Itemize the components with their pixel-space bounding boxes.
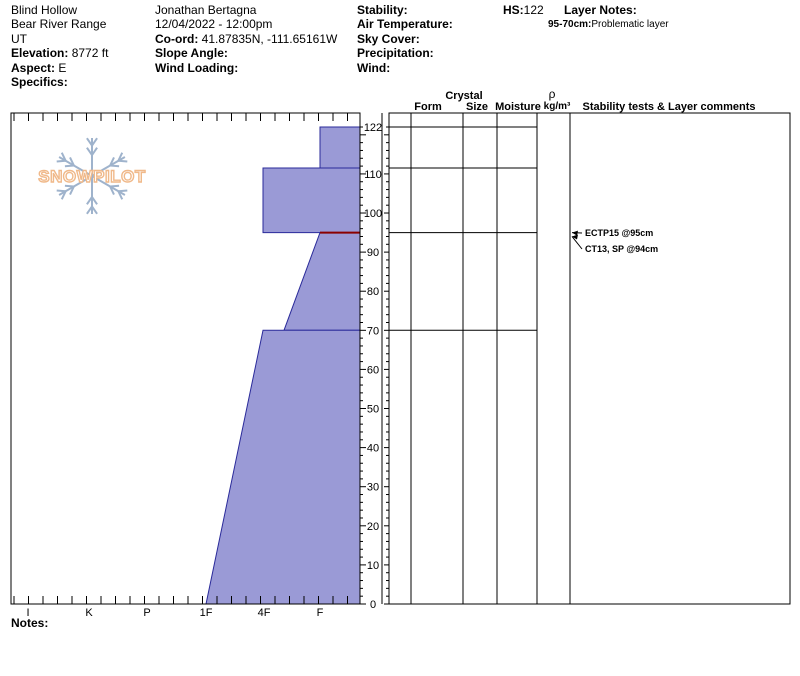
depth-tick-label: 40 — [367, 443, 379, 455]
elevation-label: Elevation: — [11, 46, 69, 60]
elevation-value: 8772 ft — [71, 46, 109, 60]
precipitation-label: Precipitation: — [357, 46, 434, 60]
depth-tick-label: 122 — [364, 122, 382, 134]
col-density-header: kg/m³ — [544, 101, 571, 112]
depth-tick-label: 100 — [364, 208, 382, 220]
elevation: Elevation: 8772 ft — [11, 46, 108, 60]
state: UT — [11, 32, 27, 46]
coord-value: 41.87835N, -111.65161W — [201, 32, 338, 46]
stability-label: Stability: — [357, 3, 408, 17]
wind-label: Wind: — [357, 61, 391, 75]
location-name: Blind Hollow — [11, 3, 78, 17]
hardness-layer — [283, 232, 361, 331]
depth-tick-label: 50 — [367, 404, 379, 416]
notes-label: Notes: — [11, 616, 49, 630]
depth-tick-label: 70 — [367, 325, 379, 337]
hardness-layer — [319, 126, 361, 169]
hardness-tick-label: K — [85, 607, 93, 619]
snowpilot-logo: SNOWPILOT — [38, 137, 146, 215]
col-rho-header: ρ — [549, 87, 556, 101]
hardness-tick-label: P — [143, 607, 150, 619]
logo-text: SNOWPILOT — [38, 167, 146, 186]
layer-note-range: 95-70cm: — [548, 19, 592, 30]
col-crystal-header: Crystal — [445, 90, 482, 102]
depth-tick-label: 30 — [367, 482, 379, 494]
mountain-range: Bear River Range — [11, 17, 107, 31]
aspect: Aspect: E — [11, 61, 66, 75]
stability-test-label: ECTP15 @95cm — [585, 228, 653, 238]
layer-notes-label: Layer Notes: — [564, 3, 637, 17]
depth-tick-label: 10 — [367, 560, 379, 572]
slope-angle-label: Slope Angle: — [155, 46, 228, 60]
coord-label: Co-ord: — [155, 32, 199, 46]
col-form-header: Form — [414, 101, 442, 113]
layer-table-columns — [410, 113, 571, 604]
observation-datetime: 12/04/2022 - 12:00pm — [155, 17, 273, 31]
sky-cover-label: Sky Cover: — [357, 32, 420, 46]
hs-value: 122 — [523, 3, 544, 17]
aspect-label: Aspect: — [11, 61, 56, 75]
depth-tick-label: 90 — [367, 247, 379, 259]
hardness-axis: I K P 1F 4F F — [13, 113, 348, 619]
layer-note-text: Problematic layer — [591, 19, 669, 30]
col-size-header: Size — [466, 101, 488, 113]
coordinates: Co-ord: 41.87835N, -111.65161W — [155, 32, 337, 46]
depth-tick-label: 110 — [364, 169, 382, 181]
layer-table-frame — [388, 112, 791, 605]
hardness-tick-label: I — [26, 607, 29, 619]
hardness-tick-label: 1F — [200, 607, 213, 619]
depth-tick-label: 0 — [370, 599, 376, 611]
depth-tick-label: 60 — [367, 364, 379, 376]
hardness-tick-label: F — [317, 607, 324, 619]
hardness-layer — [205, 329, 361, 605]
col-stability-header: Stability tests & Layer comments — [582, 101, 755, 113]
snowflake-icon — [56, 137, 128, 215]
hardness-frame — [10, 112, 361, 605]
layer-note: 95-70cm:Problematic layer — [548, 18, 669, 32]
hardness-layers — [205, 126, 361, 605]
air-temperature-label: Air Temperature: — [357, 17, 453, 31]
depth-tick-label: 80 — [367, 286, 379, 298]
stability-test-label: CT13, SP @94cm — [585, 244, 658, 254]
col-moisture-header: Moisture — [495, 101, 541, 113]
observer-name: Jonathan Bertagna — [155, 3, 257, 17]
stability-tests: ECTP15 @95cm CT13, SP @94cm — [571, 228, 658, 254]
hardness-layer — [262, 167, 361, 234]
specifics-label: Specifics: — [11, 75, 68, 89]
aspect-value: E — [58, 61, 67, 75]
hs-label: HS: — [503, 3, 524, 17]
layer-table-rows — [389, 126, 537, 331]
depth-axis: 0 10 20 30 40 50 60 70 80 90 100 110 122 — [360, 113, 389, 611]
snow-height: HS:122 — [503, 3, 544, 17]
depth-tick-label: 20 — [367, 521, 379, 533]
wind-loading-label: Wind Loading: — [155, 61, 239, 75]
hardness-tick-label: 4F — [258, 607, 271, 619]
